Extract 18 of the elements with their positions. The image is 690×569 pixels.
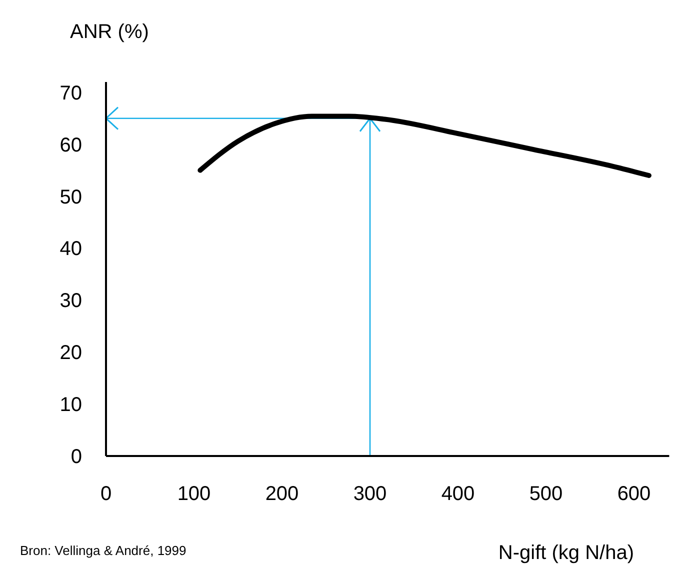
x-tick-label: 400 [441, 483, 475, 505]
y-tick-label: 20 [60, 342, 82, 364]
y-tick-label: 0 [70, 446, 82, 468]
text: Bron: Vellinga & André, 1999 [20, 543, 186, 558]
x-tick-label: 600 [617, 483, 651, 505]
y-tick-label: 50 [60, 186, 82, 208]
y-tick-label: 10 [60, 394, 82, 416]
y-tick-label: 30 [60, 290, 82, 312]
y-tick-label: 70 [60, 82, 82, 104]
x-tick-label: 200 [265, 483, 299, 505]
x-tick-label: 300 [353, 483, 387, 505]
x-tick-label: 100 [177, 483, 211, 505]
x-axis-title: N-gift (kg N/ha) [498, 542, 634, 564]
x-tick-label: 500 [529, 483, 563, 505]
y-tick-label: 40 [60, 238, 82, 260]
y-axis-title: ANR (%) [70, 21, 149, 43]
y-tick-label: 60 [60, 134, 82, 156]
x-tick-label: 0 [100, 483, 112, 505]
